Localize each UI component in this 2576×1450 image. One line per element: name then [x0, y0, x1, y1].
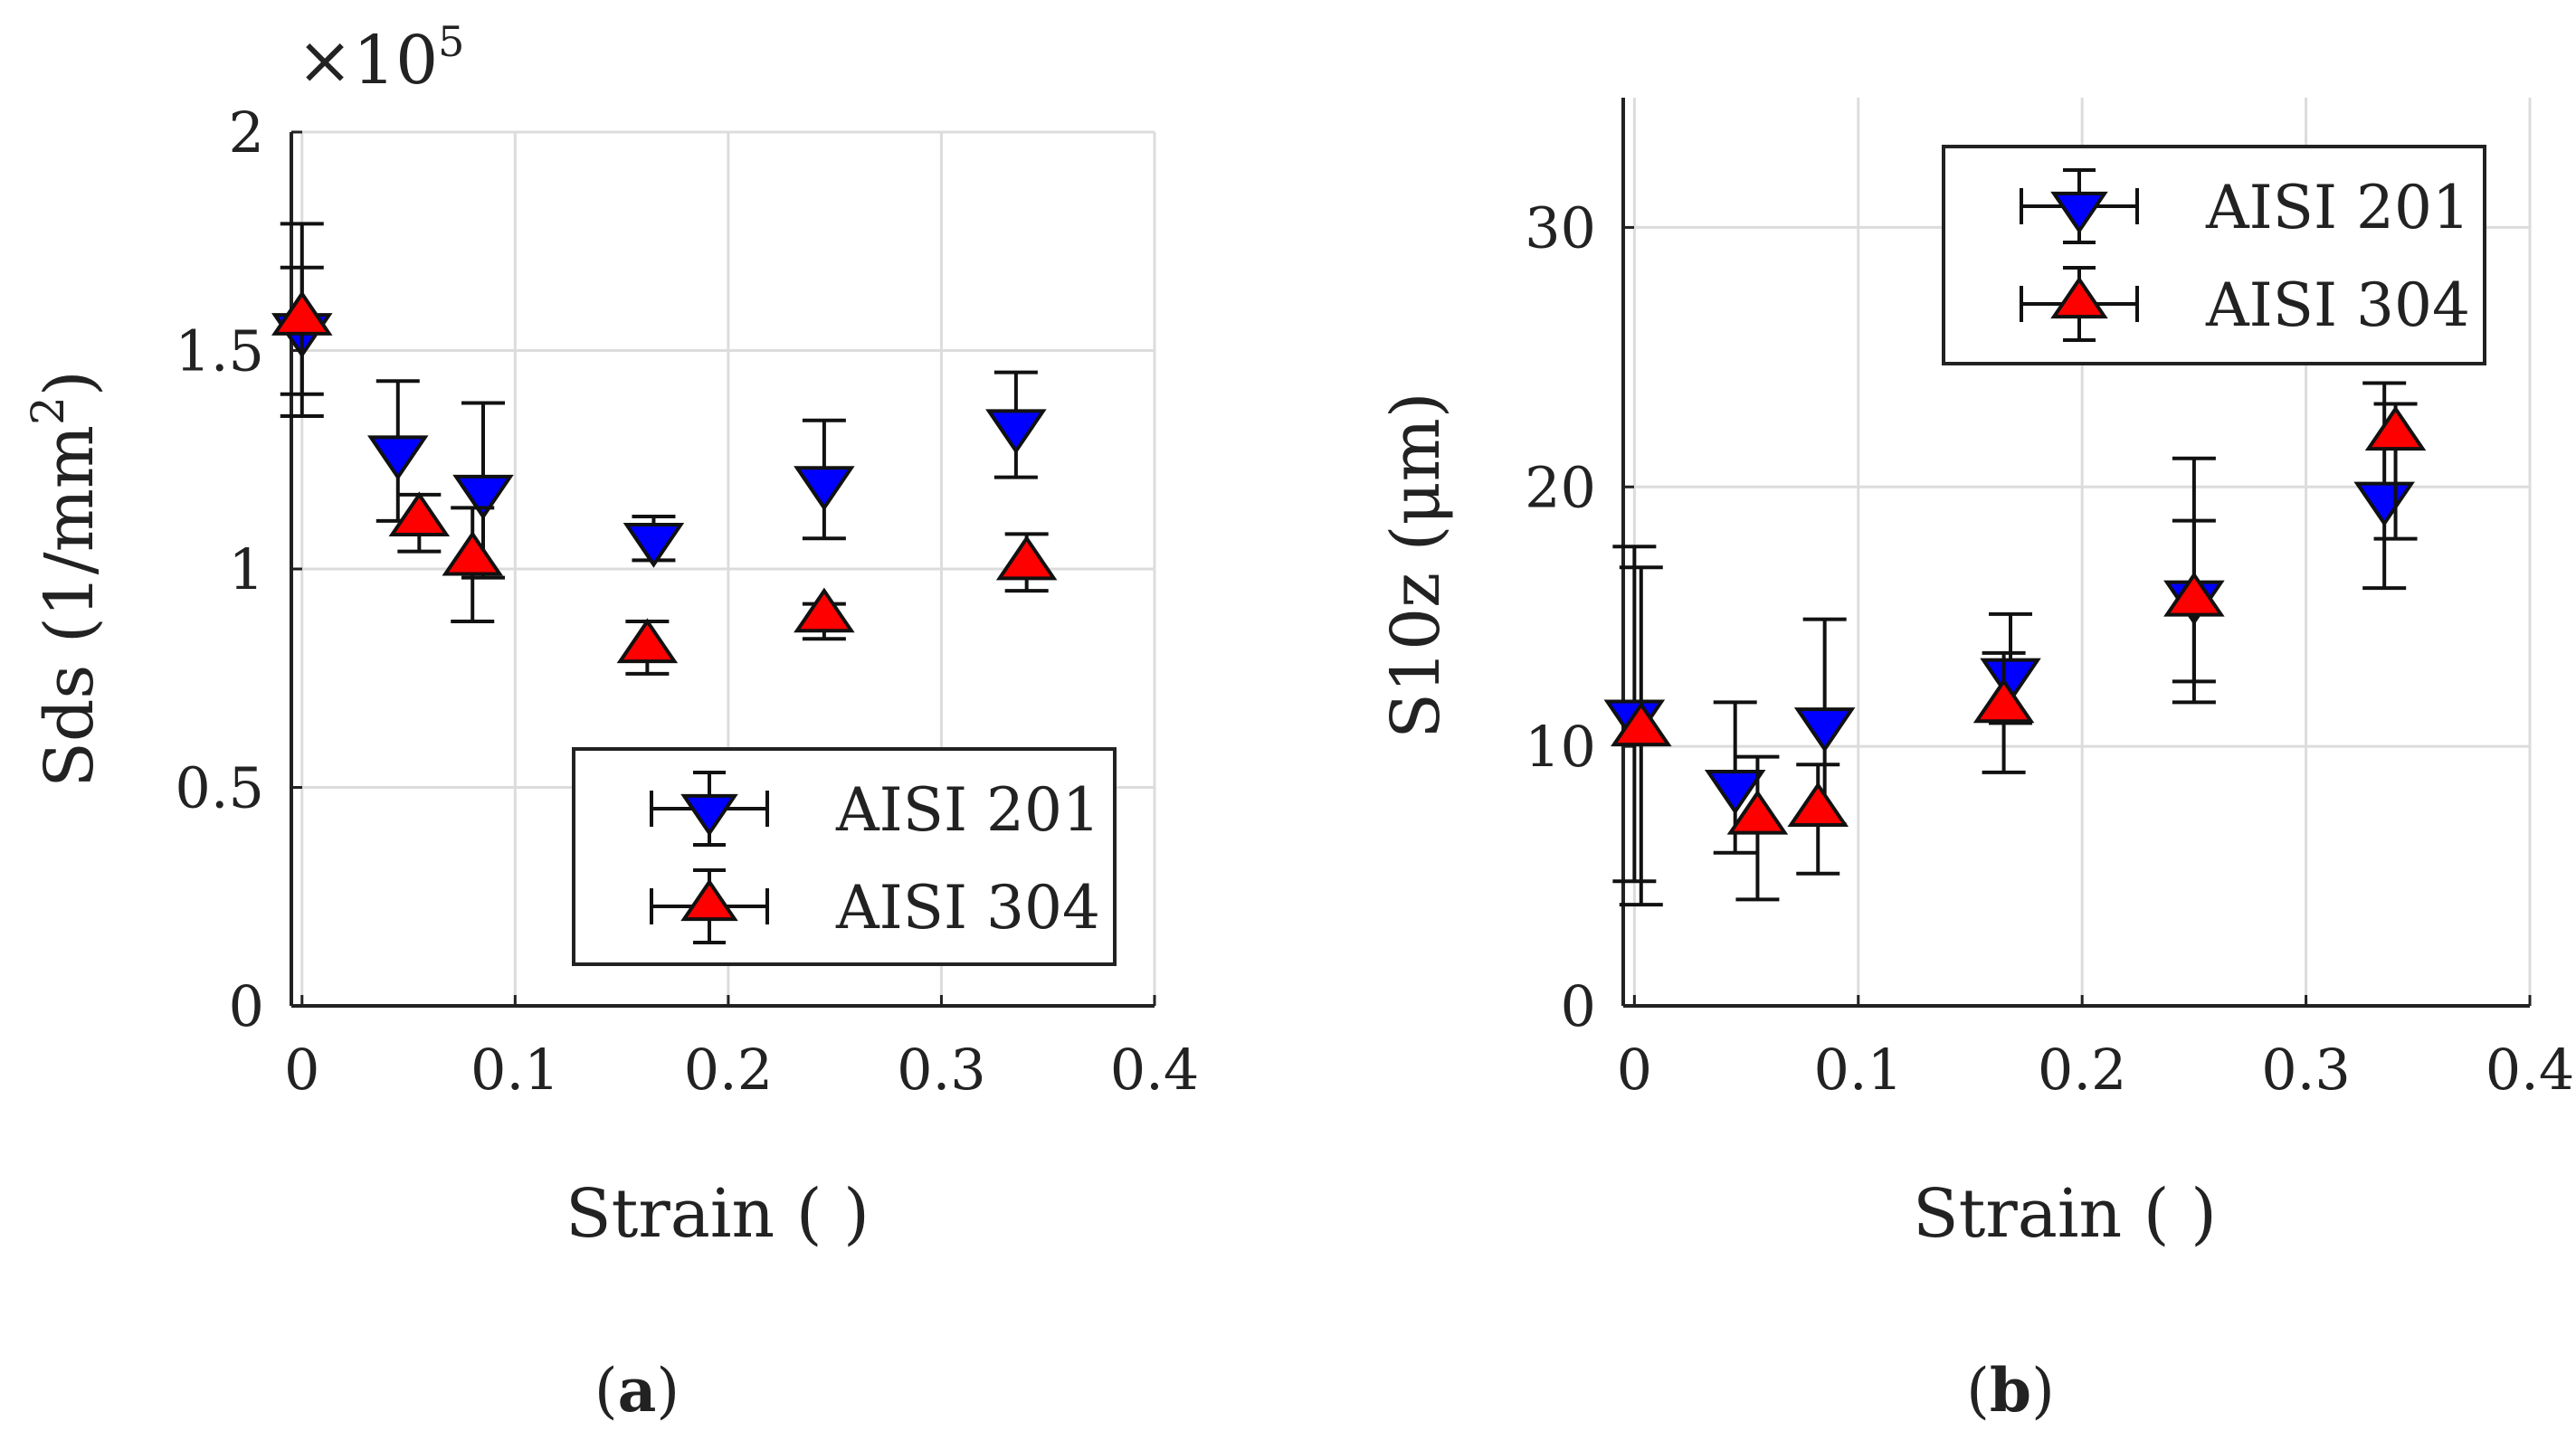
panel-b-x-tick-label: 0	[1617, 1037, 1652, 1103]
panel-b-data-point	[1793, 707, 1856, 753]
panel-b-data-point	[1704, 769, 1766, 815]
panel-a-legend-label: AISI 304	[835, 873, 1100, 943]
panel-a-data-point	[442, 530, 503, 576]
panel-a-legend-label: AISI 201	[835, 775, 1100, 845]
panel-a-y-axis-label-close: )	[31, 370, 109, 396]
panel-a-caption: (a)	[594, 1355, 680, 1426]
panel-a-x-tick-label: 0	[284, 1037, 319, 1103]
panel-b-legend-entry: AISI 201	[2020, 168, 2470, 244]
panel-a-y-tick-label: 0.5	[175, 755, 264, 821]
panel-b-data-point	[2163, 571, 2225, 617]
panel-b-x-tick-label: 0.1	[1813, 1037, 1903, 1103]
panel-b-legend-marker	[2050, 191, 2108, 234]
panel-b-x-tick-label: 0.4	[2486, 1037, 2575, 1103]
panel-a-y-multiplier-base: ×10	[297, 22, 438, 100]
panel-b-legend-label: AISI 201	[2205, 173, 2470, 242]
panel-b-y-tick-label: 20	[1525, 454, 1596, 520]
panel-a-x-axis-label: Strain ( )	[566, 1175, 870, 1253]
panel-a-data-point	[623, 523, 685, 568]
panel-a-data-point	[616, 618, 679, 664]
panel-b-ticks: 0 0.1 0.2 0.3 0.4 0 10 20 30	[1525, 194, 2574, 1103]
panel-b-y-axis-label: S10z (μm)	[1377, 392, 1455, 738]
panel-a-y-axis-label: Sds (1/mm2)	[22, 370, 109, 787]
panel-b-caption: (b)	[1966, 1355, 2055, 1426]
panel-a-legend-entry: AISI 304	[650, 868, 1100, 944]
panel-b-data-point	[1611, 701, 1672, 747]
panel-b-x-axis-label: Strain ( )	[1913, 1175, 2217, 1253]
panel-a-x-tick-label: 0.4	[1110, 1037, 1200, 1103]
panel-a-ticks: 0 0.1 0.2 0.3 0.4 0 0.5 1 1.5 2	[175, 100, 1199, 1103]
panel-b-data-point	[1787, 782, 1849, 828]
panel-a-x-tick-label: 0.3	[897, 1037, 986, 1103]
panel-a-y-multiplier: ×105	[297, 17, 464, 100]
panel-b-data-point	[1726, 789, 1789, 835]
panel-a-x-tick-label: 0.1	[471, 1037, 560, 1103]
panel-b-caption-letter: b	[1990, 1355, 2031, 1426]
panel-a-legend: AISI 201 AISI 304	[572, 747, 1117, 966]
panel-a-legend-marker	[680, 793, 738, 837]
panel-a-series	[271, 222, 1058, 676]
panel-a-legend-entry: AISI 201	[650, 771, 1100, 847]
panel-b-legend-entry: AISI 304	[2020, 266, 2470, 342]
panel-a-series-1	[271, 265, 1047, 580]
panel-b-legend-frame	[1942, 145, 2486, 365]
panel-a-x-tick-label: 0.2	[684, 1037, 774, 1103]
panel-a-legend-frame	[572, 747, 1117, 966]
panel-b-series-1	[1603, 381, 2415, 884]
panel-a-data-point	[367, 435, 429, 481]
panel-a: 0 0.1 0.2 0.3 0.400.511.52 ×105 Sds (1/mm2) …	[22, 17, 1199, 1426]
panel-a-y-tick-label: 1	[229, 536, 264, 602]
panel-b-data-point	[1972, 678, 2035, 724]
panel-b-y-tick-label: 0	[1561, 973, 1596, 1039]
panel-a-data-point	[388, 491, 451, 537]
panel-a-data-point	[794, 587, 855, 633]
panel-b-x-tick-label: 0.2	[2038, 1037, 2127, 1103]
panel-a-data-point	[794, 466, 855, 511]
panel-a-legend-marker	[680, 878, 738, 922]
panel-a-caption-letter: a	[618, 1355, 657, 1426]
panel-a-y-tick-label: 2	[229, 100, 264, 166]
panel-b-legend: AISI 201 AISI 304	[1942, 145, 2486, 365]
panel-a-y-axis-label-sup: 2	[22, 396, 74, 425]
panel-b-data-point	[2364, 405, 2427, 451]
panel-b-legend-marker	[2050, 276, 2108, 319]
panel-a-y-axis-label-base: Sds (1/mm	[31, 425, 109, 788]
panel-a-series-2	[271, 222, 1058, 676]
panel-b: 0 0.1 0.2 0.3 0.4 0 10 20 30 S10z (μm) Strain ( …	[1377, 98, 2574, 1426]
panel-a-data-point	[985, 409, 1047, 455]
panel-a-y-multiplier-exp: 5	[438, 17, 464, 66]
panel-b-y-tick-label: 10	[1525, 714, 1596, 780]
panel-b-x-tick-label: 0.3	[2261, 1037, 2351, 1103]
panel-a-data-point	[995, 535, 1058, 581]
panel-a-data-point	[271, 290, 333, 336]
panel-b-data-point	[1980, 658, 2041, 704]
panel-b-legend-label: AISI 304	[2205, 270, 2470, 340]
panel-b-data-point	[2353, 481, 2415, 527]
panel-b-axes	[1621, 98, 2530, 1008]
panel-b-series-2	[1611, 402, 2427, 907]
panel-a-y-tick-label: 1.5	[175, 318, 264, 384]
panel-b-y-tick-label: 30	[1525, 194, 1596, 261]
panel-a-y-tick-label: 0	[229, 973, 264, 1039]
panel-b-series	[1603, 381, 2427, 907]
panel-a-data-point	[452, 474, 514, 520]
